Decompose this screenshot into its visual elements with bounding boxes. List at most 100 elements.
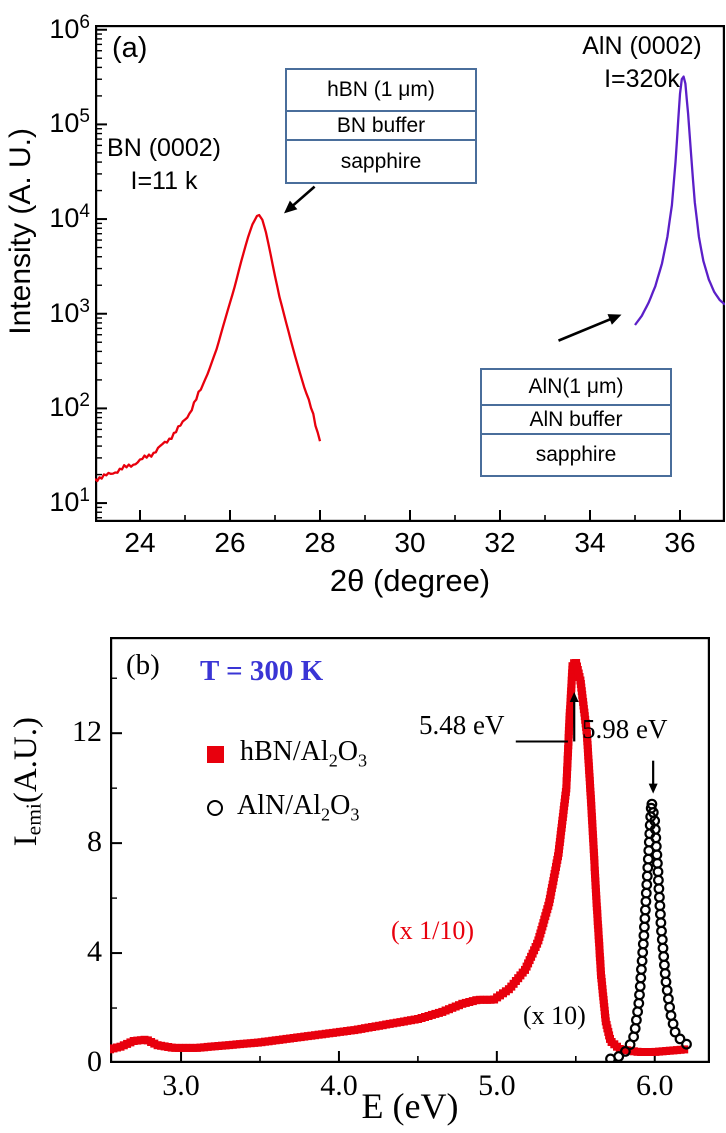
x-tick-label: 28	[304, 527, 336, 558]
aln-data-marker	[659, 959, 670, 971]
aln-data-marker	[642, 862, 654, 874]
aln-data-marker	[650, 840, 662, 852]
aln-data-marker	[681, 1038, 692, 1050]
aln-data-marker	[639, 913, 651, 924]
aln-data-marker	[661, 984, 673, 996]
y-tick-label: 103	[49, 295, 90, 328]
x-tick-label: 36	[664, 527, 696, 558]
aln-data-marker	[640, 887, 652, 899]
stack-layer-aln-buffer: AlN buffer	[482, 404, 670, 433]
aln-data-marker	[640, 904, 651, 916]
y-tick-label: 104	[49, 201, 90, 234]
aln-data-marker	[637, 938, 649, 950]
y-tick-label: 105	[49, 106, 90, 139]
aln-data-marker	[636, 955, 648, 967]
y-tick-label: 0	[87, 1045, 102, 1078]
aln-data-marker	[631, 1014, 642, 1026]
aln-data-marker	[652, 866, 664, 878]
x-tick-label: 24	[124, 527, 156, 558]
hbn-data-marker	[680, 1045, 689, 1054]
aln-data-marker	[634, 989, 645, 1001]
xrd-curve-bn	[95, 213, 322, 483]
annotation-arrowhead	[284, 200, 298, 214]
aln-data-marker	[663, 993, 674, 1005]
aln-data-marker	[640, 896, 652, 907]
legend-label-aln: AlN/Al2O3	[237, 790, 360, 825]
aln-data-marker	[664, 1001, 675, 1013]
panel-a-x-axis-title: 2θ (degree)	[329, 563, 491, 598]
panel-a-label: (a)	[112, 32, 148, 64]
x-tick-label: 3.0	[162, 1069, 200, 1102]
stack-layer-aln: AlN(1 μm)	[528, 375, 624, 398]
aln-data-marker	[654, 891, 665, 903]
panel-a-xrd-plot: Intensity (A. U.) (a) BN (0002) I=11 k Al…	[4, 11, 725, 598]
legend-label-hbn: hBN/Al2O3	[240, 736, 368, 771]
panel-b-plot-area	[110, 637, 710, 1063]
aln-scale-note: (x 10)	[523, 1001, 586, 1030]
legend-item-aln: AlN/Al2O3	[207, 781, 367, 835]
aln-data-marker	[658, 951, 670, 962]
aln-data-marker	[660, 976, 672, 988]
aln-data-marker	[641, 879, 653, 891]
aln-data-marker	[633, 997, 645, 1009]
x-tick-label: 32	[484, 527, 516, 558]
stack-layer-bn-buffer: BN buffer	[287, 110, 475, 139]
y-tick-label: 101	[49, 485, 90, 518]
legend: hBN/Al2O3 AlN/Al2O3	[207, 727, 367, 835]
stack-layer-sapphire: sapphire	[482, 433, 670, 475]
aln-data-marker	[635, 972, 647, 984]
aln-data-marker	[642, 853, 654, 865]
panel-b-label: (b)	[126, 649, 160, 681]
aln-peak-annotation: AlN (0002) I=320k	[582, 32, 702, 93]
hbn-scale-note: (x 1/10)	[391, 916, 475, 945]
y-tick-label: 4	[87, 935, 102, 969]
y-tick-label: 102	[49, 390, 90, 423]
y-tick-label: 12	[72, 715, 102, 749]
panel-b-emission-plot: Iemi(A.U.) (b) T = 300 K hBN/Al2O3 AlN/A…	[0, 615, 726, 1133]
aln-data-marker	[655, 908, 666, 920]
hbn-sample-stack-diagram: hBN (1 μm) BN buffer sapphire	[285, 68, 477, 184]
stack-layer-sapphire: sapphire	[287, 139, 475, 182]
stack-layer-hbn: hBN (1 μm)	[327, 78, 435, 101]
aln-data-marker	[657, 942, 669, 954]
aln-data-marker	[655, 917, 667, 929]
x-tick-label: 5.0	[478, 1069, 516, 1102]
panel-b-y-axis-title: Iemi(A.U.)	[8, 717, 46, 847]
plot-frame	[110, 637, 710, 1063]
y-tick-label: 8	[87, 825, 102, 859]
xrd-curve-aln	[634, 75, 725, 326]
aln-data-marker	[653, 874, 664, 886]
panel-b-x-axis-title: E (eV)	[361, 1086, 459, 1126]
aln-data-marker	[656, 934, 668, 946]
x-tick-label: 30	[394, 527, 426, 558]
x-tick-label: 4.0	[320, 1069, 358, 1102]
aln-data-marker	[641, 870, 653, 882]
bn-peak-annotation: BN (0002) I=11 k	[107, 134, 221, 195]
temperature-label: T = 300 K	[200, 655, 324, 687]
annotation-arrowhead	[569, 691, 579, 703]
y-tick-label: 106	[49, 11, 90, 44]
peak-label-598: 5.98 eV	[582, 714, 668, 744]
aln-data-marker	[629, 1023, 641, 1034]
aln-sample-stack-diagram: AlN(1 μm) AlN buffer sapphire	[480, 368, 672, 477]
aln-data-marker	[636, 964, 647, 975]
annotation-arrowhead	[607, 314, 622, 325]
aln-data-marker	[656, 925, 667, 937]
aln-data-marker	[628, 1031, 639, 1043]
x-tick-label: 6.0	[635, 1069, 674, 1102]
aln-data-marker	[639, 921, 650, 933]
x-tick-label: 34	[574, 527, 606, 558]
aln-data-marker	[637, 947, 649, 958]
aln-data-marker	[654, 900, 666, 912]
aln-data-marker	[613, 1051, 625, 1062]
aln-data-marker	[651, 849, 663, 861]
aln-data-marker	[632, 1006, 643, 1018]
legend-item-hbn: hBN/Al2O3	[207, 727, 367, 781]
aln-data-marker	[674, 1033, 686, 1045]
aln-data-marker	[634, 981, 646, 992]
x-tick-label: 26	[214, 527, 246, 558]
peak-label-548: 5.48 eV	[419, 710, 505, 740]
hbn-square-marker-icon	[207, 745, 224, 763]
aln-data-marker	[638, 930, 650, 941]
